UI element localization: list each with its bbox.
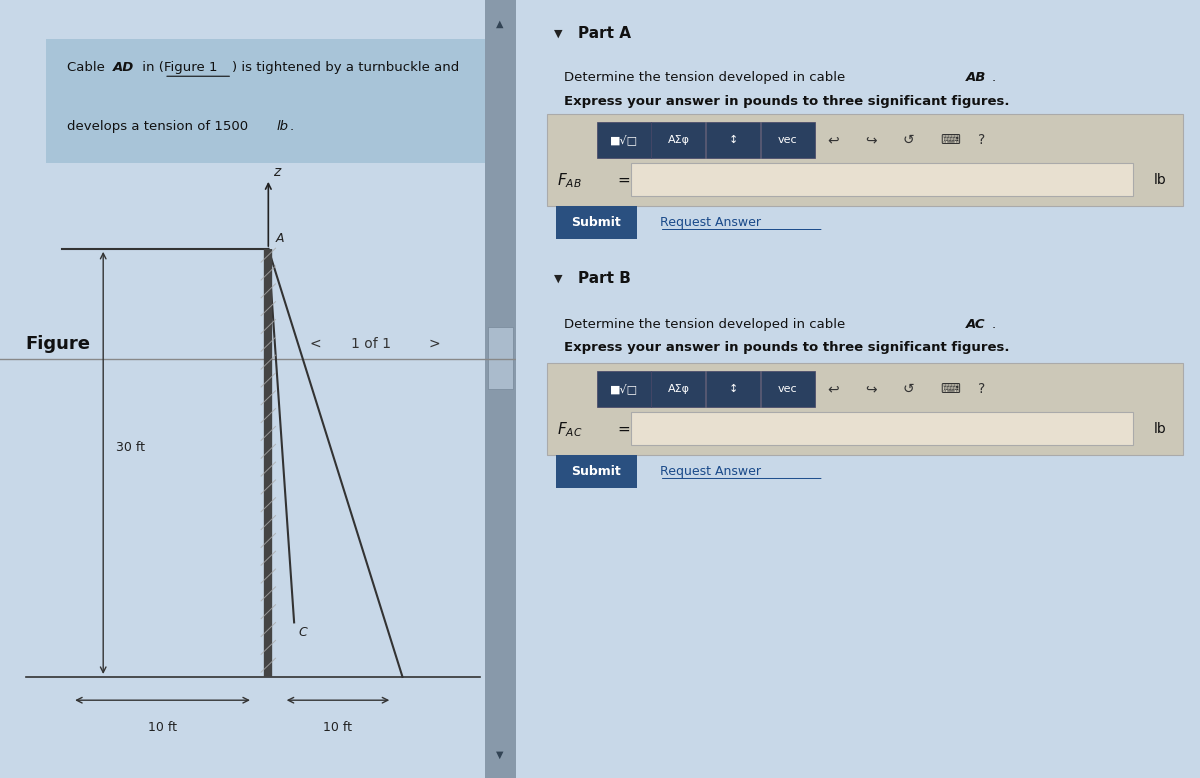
Text: develops a tension of 1500: develops a tension of 1500 xyxy=(67,120,252,132)
Text: A: A xyxy=(276,232,284,245)
Text: Cable: Cable xyxy=(67,61,109,74)
Text: Determine the tension developed in cable: Determine the tension developed in cable xyxy=(564,318,850,331)
Text: AB: AB xyxy=(966,72,986,84)
Text: =: = xyxy=(617,422,630,437)
FancyBboxPatch shape xyxy=(487,327,514,389)
Text: lb: lb xyxy=(1153,173,1166,187)
FancyBboxPatch shape xyxy=(652,122,706,158)
FancyBboxPatch shape xyxy=(761,371,815,407)
Text: ?: ? xyxy=(978,382,985,396)
Text: ▼: ▼ xyxy=(497,750,504,759)
Text: Determine the tension developed in cable: Determine the tension developed in cable xyxy=(564,72,850,84)
Text: Express your answer in pounds to three significant figures.: Express your answer in pounds to three s… xyxy=(564,342,1009,354)
Text: vec: vec xyxy=(778,135,798,145)
Text: ↩: ↩ xyxy=(827,382,839,396)
Text: Part A: Part A xyxy=(577,26,630,41)
Text: ?: ? xyxy=(978,133,985,147)
Text: .: . xyxy=(992,72,996,84)
FancyBboxPatch shape xyxy=(485,0,516,778)
Text: ↪: ↪ xyxy=(865,133,876,147)
FancyBboxPatch shape xyxy=(652,371,706,407)
Text: Request Answer: Request Answer xyxy=(660,465,761,478)
Text: ↩: ↩ xyxy=(827,133,839,147)
FancyBboxPatch shape xyxy=(631,163,1133,196)
Text: ΑΣφ: ΑΣφ xyxy=(667,135,690,145)
FancyBboxPatch shape xyxy=(47,39,491,163)
FancyBboxPatch shape xyxy=(596,122,650,158)
FancyBboxPatch shape xyxy=(706,122,760,158)
Text: $F_{AC}$: $F_{AC}$ xyxy=(557,420,582,439)
Text: ■√□: ■√□ xyxy=(610,384,637,394)
Text: z: z xyxy=(274,165,281,179)
Text: in (: in ( xyxy=(138,61,164,74)
Text: Part B: Part B xyxy=(577,271,630,286)
Text: ↪: ↪ xyxy=(865,382,876,396)
Text: ■√□: ■√□ xyxy=(610,135,637,145)
Text: C: C xyxy=(299,626,307,640)
Text: vec: vec xyxy=(778,384,798,394)
Text: lb: lb xyxy=(1153,422,1166,436)
Text: Submit: Submit xyxy=(571,216,622,229)
Text: .: . xyxy=(290,120,294,132)
Text: =: = xyxy=(617,173,630,188)
Text: ▲: ▲ xyxy=(497,19,504,28)
Text: lb: lb xyxy=(276,120,288,132)
Text: ΑΣφ: ΑΣφ xyxy=(667,384,690,394)
Text: Submit: Submit xyxy=(571,465,622,478)
Text: Figure 1: Figure 1 xyxy=(164,61,217,74)
Text: .: . xyxy=(992,318,996,331)
Text: AC: AC xyxy=(966,318,985,331)
Text: >: > xyxy=(428,337,440,351)
Text: ▼: ▼ xyxy=(553,274,562,283)
Text: 10 ft: 10 ft xyxy=(148,721,178,734)
Text: ⌨: ⌨ xyxy=(940,382,960,396)
Text: ) is tightened by a turnbuckle and: ) is tightened by a turnbuckle and xyxy=(233,61,460,74)
Text: ↕: ↕ xyxy=(728,135,738,145)
FancyBboxPatch shape xyxy=(547,363,1183,455)
Text: $F_{AB}$: $F_{AB}$ xyxy=(557,171,582,190)
FancyBboxPatch shape xyxy=(556,455,637,488)
Text: ↕: ↕ xyxy=(728,384,738,394)
FancyBboxPatch shape xyxy=(596,371,650,407)
Text: 30 ft: 30 ft xyxy=(116,441,145,454)
Text: Request Answer: Request Answer xyxy=(660,216,761,229)
FancyBboxPatch shape xyxy=(706,371,760,407)
Text: ↺: ↺ xyxy=(902,382,914,396)
FancyBboxPatch shape xyxy=(761,122,815,158)
Text: Express your answer in pounds to three significant figures.: Express your answer in pounds to three s… xyxy=(564,95,1009,107)
Text: AD: AD xyxy=(113,61,133,74)
Text: 1 of 1: 1 of 1 xyxy=(350,337,391,351)
Text: ↺: ↺ xyxy=(902,133,914,147)
Text: Figure: Figure xyxy=(26,335,91,353)
Text: ⌨: ⌨ xyxy=(940,133,960,147)
Text: <: < xyxy=(310,337,322,351)
Text: 10 ft: 10 ft xyxy=(324,721,353,734)
Text: ▼: ▼ xyxy=(553,29,562,38)
FancyBboxPatch shape xyxy=(556,206,637,239)
FancyBboxPatch shape xyxy=(547,114,1183,206)
FancyBboxPatch shape xyxy=(631,412,1133,445)
